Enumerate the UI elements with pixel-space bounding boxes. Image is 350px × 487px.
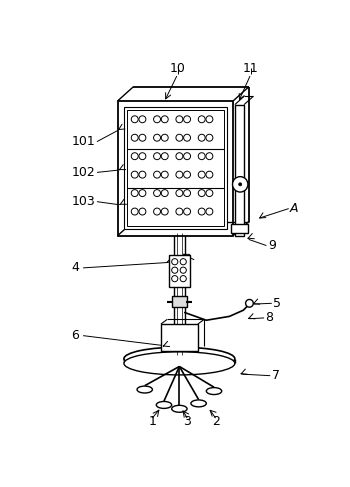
Circle shape [176,134,183,141]
Circle shape [161,208,168,215]
Circle shape [154,171,161,178]
Circle shape [206,134,213,141]
Circle shape [206,171,213,178]
Bar [235,105,244,236]
Circle shape [206,153,213,160]
Circle shape [161,116,168,123]
Circle shape [139,189,146,197]
Circle shape [180,267,186,273]
Text: 101: 101 [71,135,95,148]
Circle shape [232,177,248,192]
Circle shape [176,116,183,123]
Ellipse shape [156,401,172,409]
Circle shape [184,153,190,160]
Text: 7: 7 [272,369,280,382]
Circle shape [161,189,168,197]
Circle shape [131,134,138,141]
Circle shape [139,116,146,123]
Circle shape [206,116,213,123]
Bar [172,296,187,307]
Text: 1: 1 [148,415,156,429]
Circle shape [198,116,205,123]
Circle shape [198,171,205,178]
Text: 11: 11 [243,62,259,75]
Circle shape [131,208,138,215]
Circle shape [198,208,205,215]
Text: 4: 4 [71,262,79,274]
Ellipse shape [124,347,235,370]
Bar [124,107,227,229]
Circle shape [154,189,161,197]
Circle shape [239,183,242,186]
Circle shape [206,208,213,215]
Text: 10: 10 [170,62,186,75]
Circle shape [172,259,178,265]
Circle shape [176,171,183,178]
Circle shape [184,134,190,141]
Circle shape [184,189,190,197]
Circle shape [246,300,253,307]
Circle shape [131,116,138,123]
Text: 9: 9 [268,239,276,252]
Circle shape [206,189,213,197]
Circle shape [198,153,205,160]
Circle shape [172,276,178,282]
Circle shape [139,171,146,178]
Text: 5: 5 [273,297,281,310]
Circle shape [154,208,161,215]
Bar [169,255,190,287]
Circle shape [184,208,190,215]
Circle shape [139,208,146,215]
Bar [161,324,198,351]
Text: 6: 6 [71,329,79,342]
Circle shape [161,153,168,160]
Bar [231,224,248,233]
Circle shape [198,189,205,197]
Circle shape [131,153,138,160]
Text: 103: 103 [71,195,95,208]
Bar [127,110,224,226]
Text: 2: 2 [212,415,219,429]
Circle shape [176,189,183,197]
Circle shape [161,134,168,141]
Circle shape [176,208,183,215]
Circle shape [161,171,168,178]
Circle shape [176,153,183,160]
Text: 3: 3 [183,415,191,429]
Text: 102: 102 [71,166,95,179]
Ellipse shape [206,388,222,394]
Circle shape [180,259,186,265]
Circle shape [139,134,146,141]
Circle shape [172,267,178,273]
Bar [118,101,233,236]
Circle shape [131,189,138,197]
Ellipse shape [172,405,187,412]
Text: 8: 8 [266,311,274,324]
Circle shape [184,171,190,178]
Circle shape [131,171,138,178]
Circle shape [154,153,161,160]
Circle shape [198,134,205,141]
Ellipse shape [124,352,235,375]
Circle shape [154,134,161,141]
Bar [174,233,185,355]
Circle shape [184,116,190,123]
Circle shape [154,116,161,123]
Text: A: A [289,202,298,215]
Ellipse shape [137,386,152,393]
Ellipse shape [191,400,206,407]
Circle shape [139,153,146,160]
Circle shape [180,276,186,282]
